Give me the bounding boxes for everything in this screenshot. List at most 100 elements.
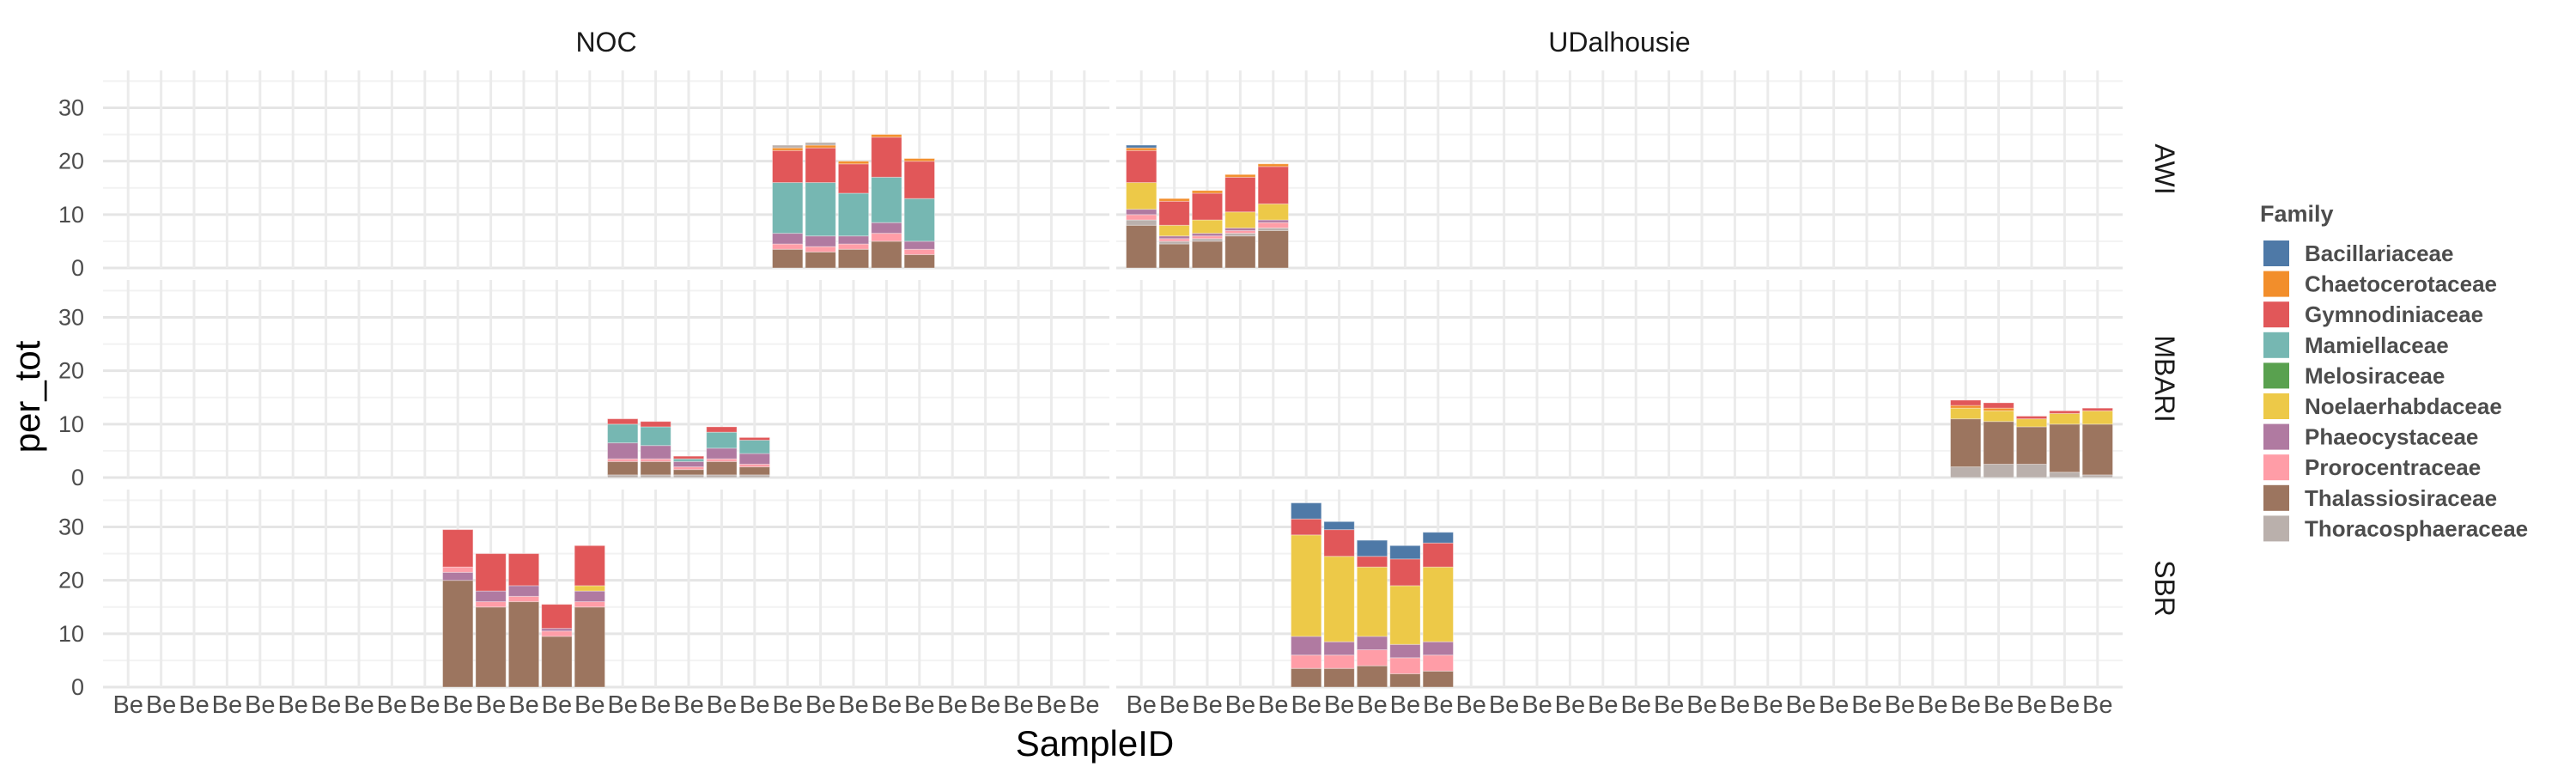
bar-segment-thalassiosiraceae — [1291, 667, 1322, 688]
bar-segment-thalassiosiraceae — [2049, 423, 2081, 473]
bar-segment-gymnodiniaceae — [871, 137, 902, 178]
bar-segment-phaeocystaceae — [1291, 636, 1322, 656]
y-tick-label: 20 — [58, 358, 84, 384]
bar-segment-mamiellaceae — [607, 423, 639, 444]
bar-segment-prorocentraceae — [903, 248, 935, 255]
bar-segment-bacillariaceae — [1323, 520, 1355, 531]
bar-segment-mamiellaceae — [805, 182, 836, 237]
bar-segment-noelaerhabdaceae — [2081, 410, 2113, 425]
bar-segment-noelaerhabdaceae — [1422, 566, 1454, 642]
bar-segment-chaetocerotaceae — [1257, 163, 1289, 167]
facet-column-label: NOC — [575, 27, 636, 58]
bar-segment-phaeocystaceae — [1356, 636, 1388, 650]
bar-segment-gymnodiniaceae — [507, 553, 540, 587]
y-tick-label: 0 — [71, 465, 84, 490]
panel-UDalhousie-MBARI — [1116, 280, 2123, 479]
bar-segment-chaetocerotaceae — [903, 158, 935, 162]
bar-segment-prorocentraceae — [805, 246, 836, 253]
bar-segment-gymnodiniaceae — [903, 161, 935, 199]
bar-segment-chaetocerotaceae — [1158, 198, 1190, 202]
x-tick-label: Be — [1522, 691, 1552, 719]
x-tick-label: Be — [805, 691, 835, 719]
bar-segment-gymnodiniaceae — [1291, 518, 1322, 536]
bar-segment-thalassiosiraceae — [1158, 243, 1190, 269]
bar-segment-thoracosphaeraceae — [2049, 472, 2081, 478]
legend-label: Prorocentraceae — [2305, 454, 2481, 480]
panel-NOC-MBARI — [103, 280, 1109, 479]
legend-swatch — [2263, 515, 2289, 542]
bar-segment-chaetocerotaceae — [871, 134, 902, 138]
bar-segment-gymnodiniaceae — [837, 163, 870, 194]
bar-segment-thalassiosiraceae — [607, 460, 639, 476]
bar-segment-prorocentraceae — [1291, 654, 1322, 669]
x-tick-label: Be — [542, 691, 572, 719]
x-tick-label: Be — [1324, 691, 1354, 719]
bar-segment-prorocentraceae — [871, 233, 902, 242]
x-tick-label: Be — [146, 691, 176, 719]
x-tick-label: Be — [1291, 691, 1321, 719]
bar-segment-prorocentraceae — [1356, 648, 1388, 666]
x-tick-label: Be — [1588, 691, 1618, 719]
bar-segment-prorocentraceae — [1126, 214, 1157, 221]
legend-entries: Bacillariaceae Chaetocerotaceae Gymnodinia… — [2263, 240, 2528, 542]
x-tick-label: Be — [2016, 691, 2046, 719]
facet-row-label: MBARI — [2149, 335, 2180, 422]
bar-segment-thalassiosiraceae — [574, 606, 605, 688]
x-tick-label: Be — [1785, 691, 1815, 719]
legend-entry: Chaetocerotaceae — [2263, 271, 2497, 297]
x-tick-label: Be — [179, 691, 209, 719]
legend-swatch — [2263, 271, 2289, 297]
bar-segment-gymnodiniaceae — [706, 426, 738, 433]
x-tick-label: Be — [1258, 691, 1288, 719]
x-tick-label: Be — [410, 691, 440, 719]
bar-segment-thalassiosiraceae — [507, 601, 540, 688]
bar-segment-thalassiosiraceae — [805, 251, 836, 269]
bar-segment-thalassiosiraceae — [1224, 235, 1256, 269]
x-tick-label: Be — [904, 691, 934, 719]
x-tick-label: Be — [1654, 691, 1684, 719]
x-tick-label: Be — [508, 691, 538, 719]
panel-NOC-SBR — [103, 490, 1109, 689]
bar-segment-thalassiosiraceae — [2081, 423, 2113, 476]
legend-swatch — [2263, 484, 2289, 511]
x-tick-label: Be — [1159, 691, 1189, 719]
legend: Family Bacillariaceae Chaetocerotaceae Gym… — [2260, 201, 2528, 542]
legend-swatch — [2263, 362, 2289, 389]
x-axis-tick-labels: Be Be Be Be Be Be Be Be Be Be Be Be Be Be Be Be Be Be Be Be… — [112, 691, 2112, 719]
bar-segment-gymnodiniaceae — [805, 147, 836, 184]
bar-segment-phaeocystaceae — [541, 628, 573, 632]
legend-entry: Gymnodiniaceae — [2263, 301, 2483, 328]
bar-segment-noelaerhabdaceae — [1291, 534, 1322, 637]
y-tick-label: 30 — [58, 95, 84, 121]
x-tick-label: Be — [872, 691, 902, 719]
legend-entry: Mamiellaceae — [2263, 332, 2449, 358]
legend-label: Mamiellaceae — [2305, 332, 2449, 358]
x-tick-label: Be — [1950, 691, 1980, 719]
x-axis-title: SampleID — [1016, 723, 1174, 764]
bar-segment-phaeocystaceae — [903, 240, 935, 250]
y-tick-label: 10 — [58, 621, 84, 647]
x-tick-label: Be — [245, 691, 275, 719]
bar-segment-gymnodiniaceae — [541, 604, 573, 630]
bar-segment-thalassiosiraceae — [2015, 426, 2048, 465]
bar-segment-thalassiosiraceae — [738, 466, 770, 476]
legend-entry: Bacillariaceae — [2263, 240, 2453, 266]
bar-segment-phaeocystaceae — [738, 453, 770, 465]
y-tick-label: 20 — [58, 149, 84, 174]
bar-segment-prorocentraceae — [1422, 654, 1454, 672]
x-tick-label: Be — [838, 691, 868, 719]
bars-UDalhousie-SBR — [1291, 502, 1454, 688]
panel-UDalhousie-SBR — [1116, 490, 2123, 689]
bar-segment-prorocentraceae — [837, 243, 870, 250]
x-tick-label: Be — [1003, 691, 1033, 719]
bar-segment-gymnodiniaceae — [475, 553, 507, 592]
x-tick-label: Be — [1753, 691, 1783, 719]
legend-label: Gymnodiniaceae — [2305, 301, 2483, 327]
bar-segment-prorocentraceae — [1323, 654, 1355, 669]
bar-segment-phaeocystaceae — [1422, 641, 1454, 656]
bar-segment-thalassiosiraceae — [1126, 224, 1157, 269]
legend-swatch — [2263, 393, 2289, 419]
bar-segment-mamiellaceae — [903, 198, 935, 242]
bar-segment-phaeocystaceae — [1323, 641, 1355, 656]
x-tick-label: Be — [377, 691, 407, 719]
